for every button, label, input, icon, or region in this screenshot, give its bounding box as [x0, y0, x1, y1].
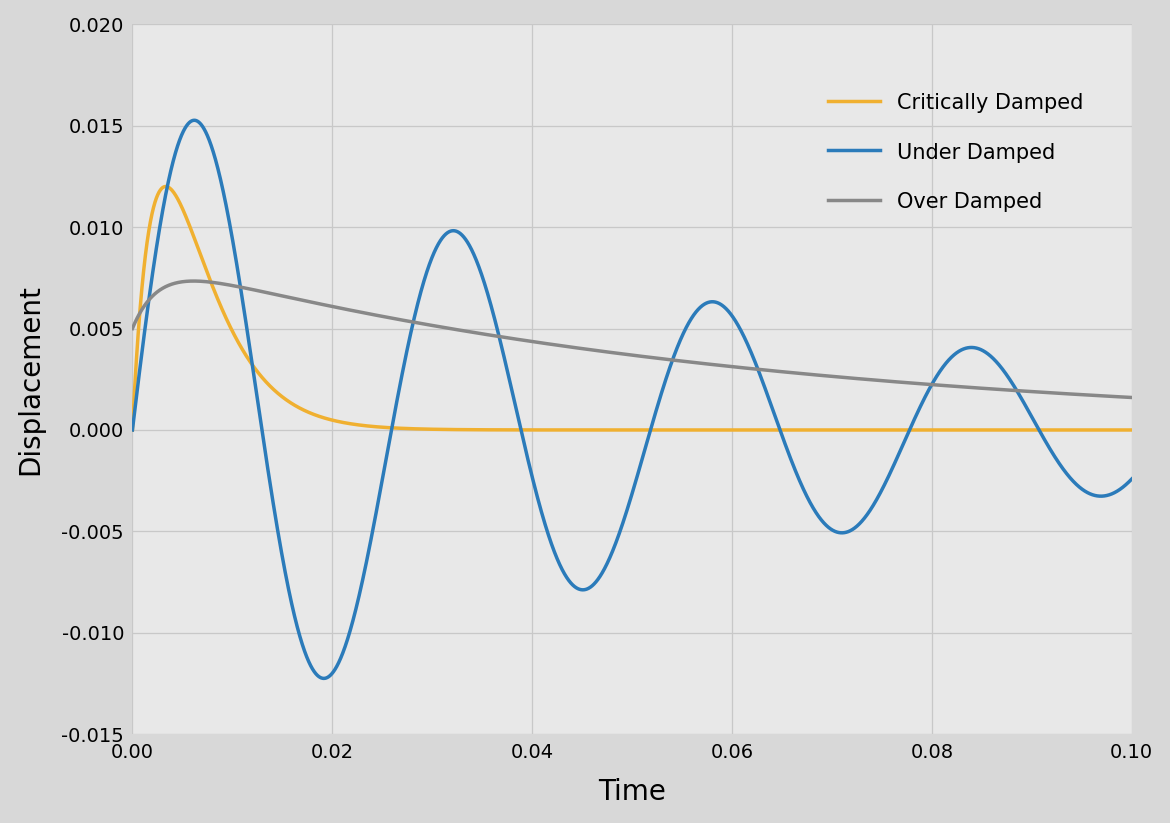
Under Damped — [185, 116, 199, 126]
Over Damped — [185, 277, 199, 286]
Critically Damped — [167, 188, 181, 198]
Under Damped — [167, 154, 181, 164]
Over Damped — [322, 300, 336, 310]
Under Damped — [1072, 481, 1086, 491]
Under Damped — [317, 673, 331, 683]
Legend: Critically Damped, Under Damped, Over Damped: Critically Damped, Under Damped, Over Da… — [819, 84, 1092, 221]
Y-axis label: Displacement: Displacement — [16, 284, 44, 475]
Critically Damped — [322, 414, 336, 424]
Over Damped — [130, 314, 144, 323]
Line: Over Damped: Over Damped — [132, 281, 1131, 398]
Over Damped — [187, 276, 201, 286]
Over Damped — [125, 323, 139, 333]
Over Damped — [1072, 389, 1086, 399]
Line: Under Damped: Under Damped — [132, 120, 1131, 678]
Under Damped — [125, 425, 139, 435]
Line: Critically Damped: Critically Damped — [132, 187, 1131, 430]
Over Damped — [167, 279, 181, 289]
Over Damped — [614, 349, 628, 359]
Critically Damped — [614, 425, 628, 435]
Under Damped — [1124, 474, 1138, 484]
Critically Damped — [185, 228, 199, 238]
X-axis label: Time: Time — [598, 779, 666, 807]
Over Damped — [1124, 393, 1138, 402]
Critically Damped — [1124, 425, 1138, 435]
Critically Damped — [159, 182, 173, 192]
Under Damped — [187, 115, 201, 125]
Critically Damped — [1072, 425, 1086, 435]
Critically Damped — [130, 347, 144, 357]
Critically Damped — [125, 425, 139, 435]
Under Damped — [322, 672, 336, 681]
Under Damped — [130, 388, 144, 398]
Under Damped — [614, 523, 628, 533]
